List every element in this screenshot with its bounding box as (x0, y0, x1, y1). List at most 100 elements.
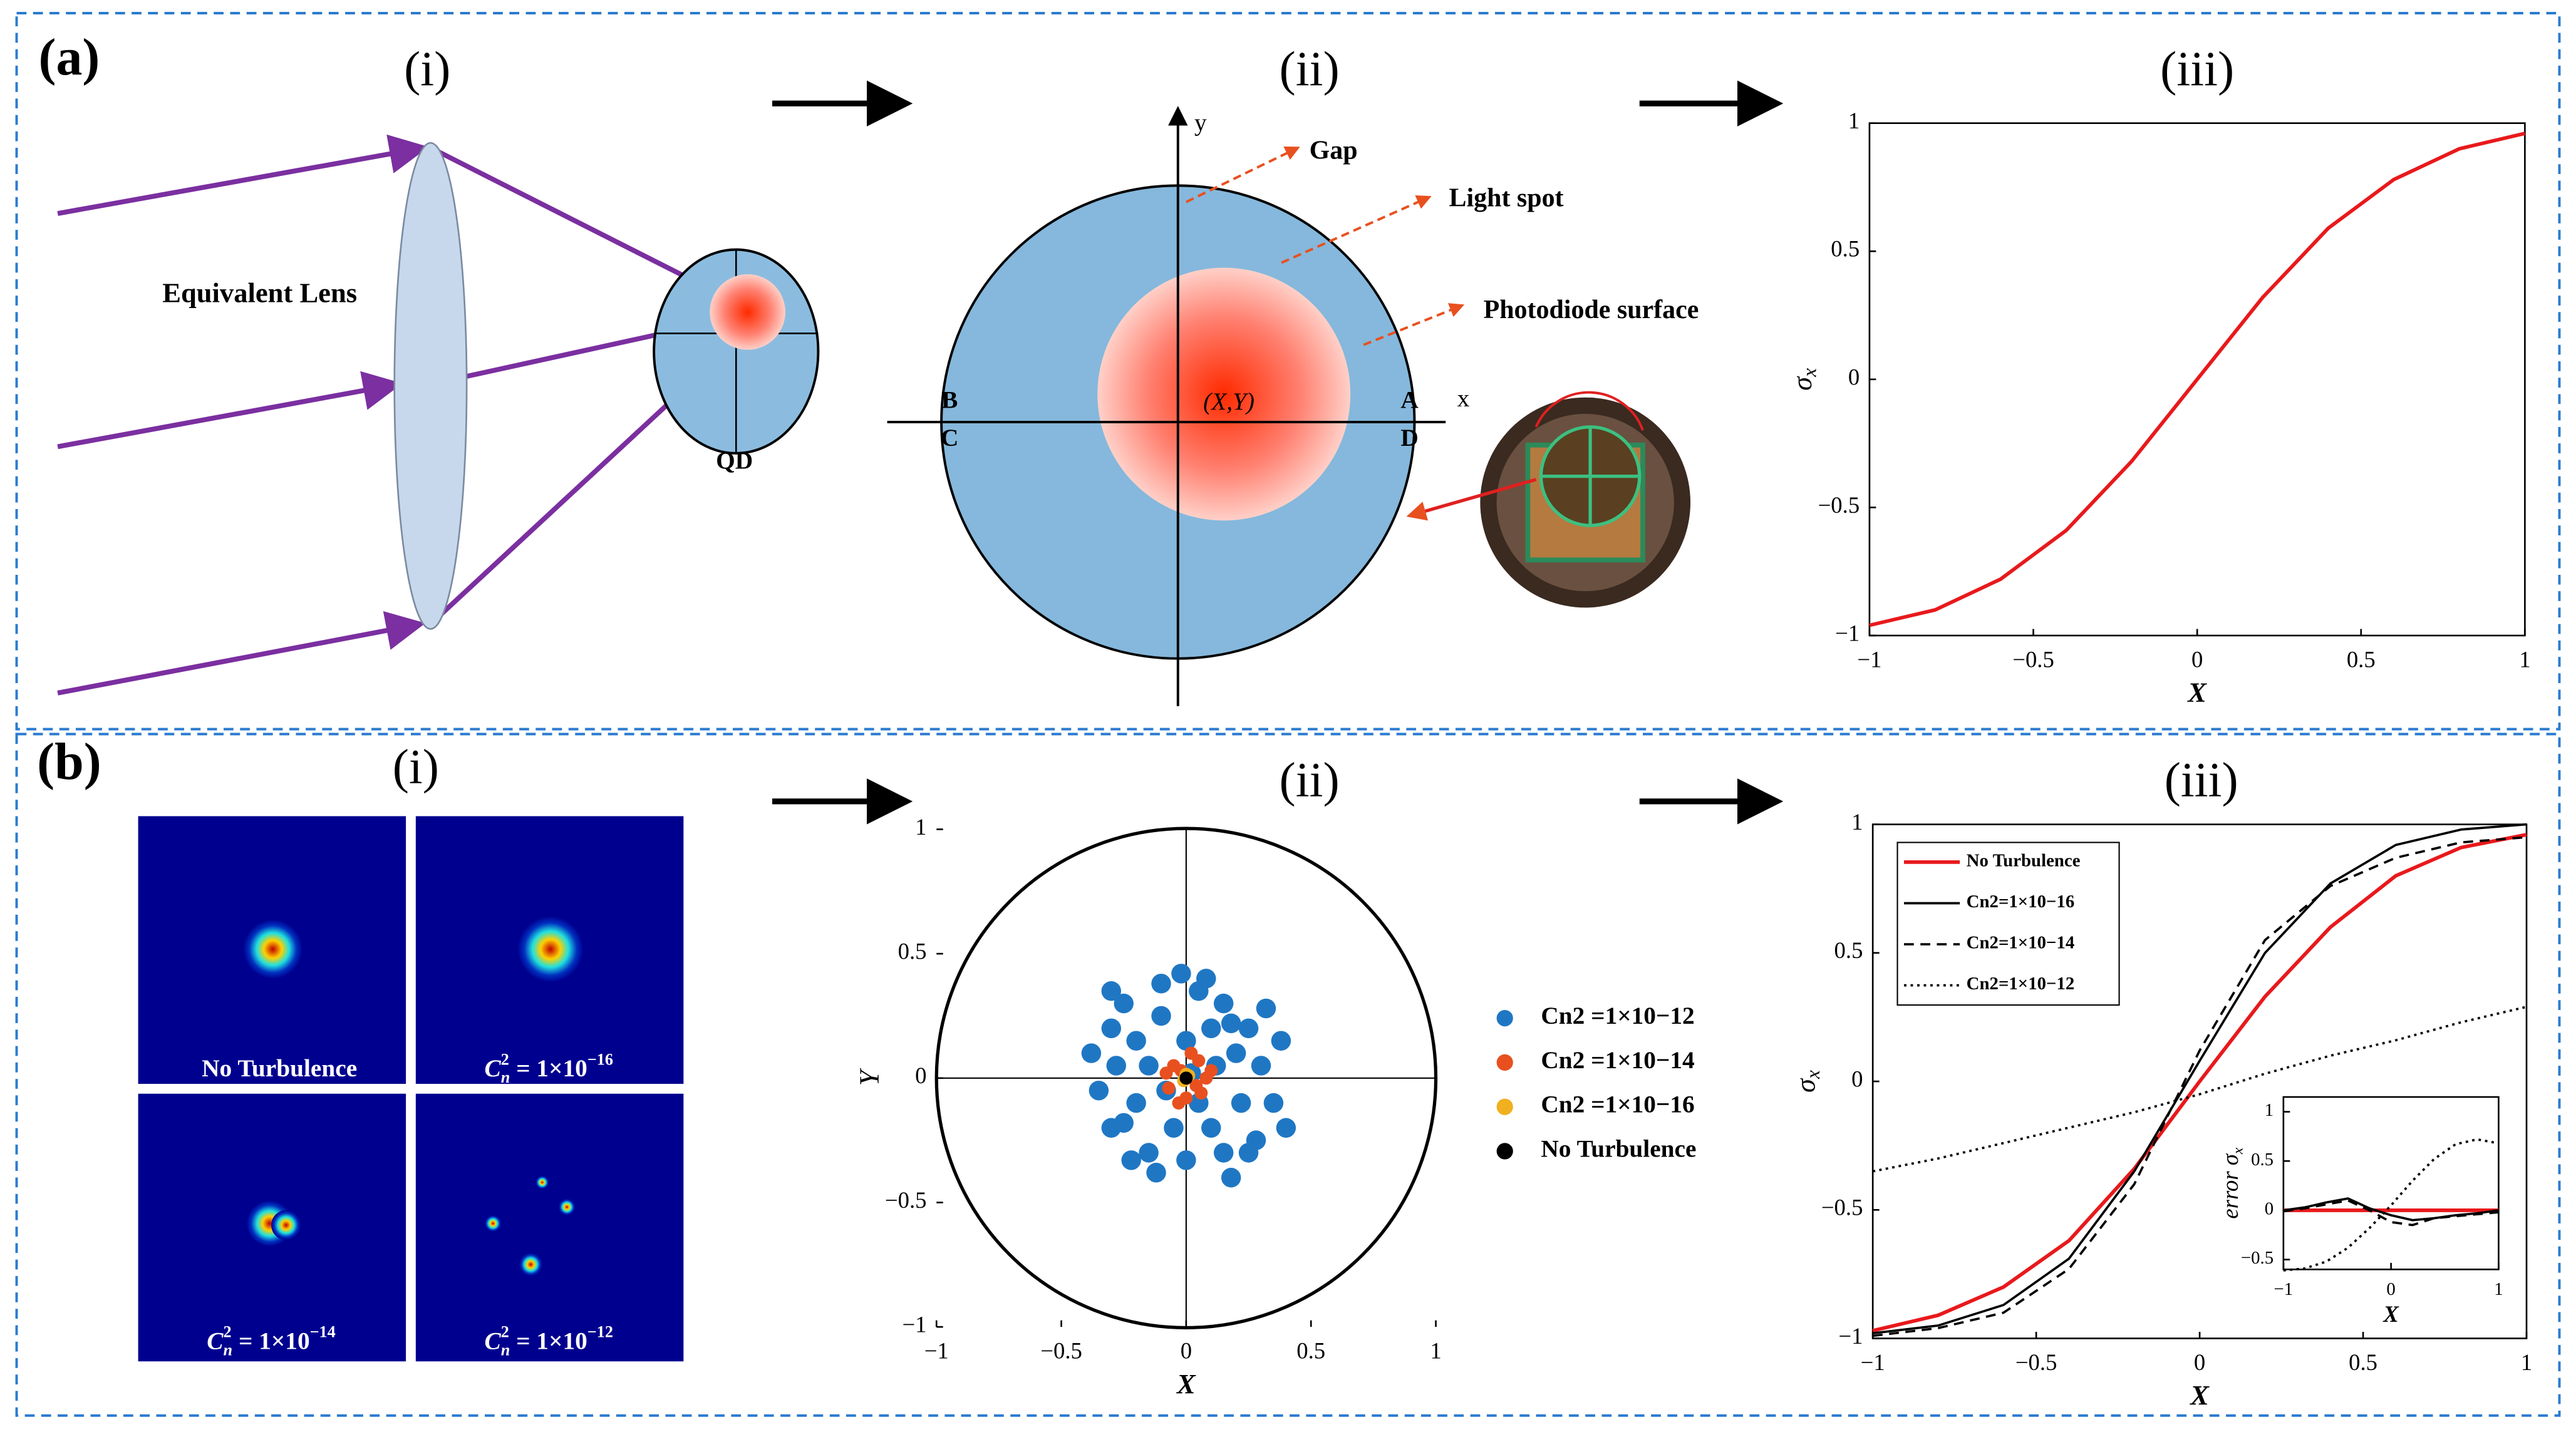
y-tick-label: −0.5 (1818, 492, 1860, 518)
x-axis-label: X (2382, 1301, 2399, 1327)
x-tick-label: −1 (1861, 1349, 1885, 1375)
image-label: No Turbulence (202, 1054, 357, 1082)
x-tick-label: 1 (2494, 1279, 2503, 1299)
x-tick-label: 1 (1430, 1338, 1441, 1364)
axis-label: y (1194, 108, 1207, 136)
point (1106, 1056, 1127, 1076)
point (1172, 1096, 1186, 1110)
point (1114, 1113, 1134, 1133)
point (1159, 1066, 1173, 1080)
arrows (772, 80, 1784, 825)
point (1204, 1064, 1218, 1078)
legend-label: Cn2=1×10−12 (1967, 974, 2075, 994)
quadrant: D (1400, 424, 1418, 451)
point (1184, 1046, 1198, 1060)
y-tick-label: 0.5 (1831, 236, 1860, 262)
point (1139, 1143, 1159, 1163)
y-tick-label: −1 (1838, 1323, 1863, 1349)
superscript: −16 (587, 1050, 613, 1068)
y-tick-label: 0 (1848, 364, 1860, 389)
point (1196, 969, 1216, 989)
superscript: −14 (310, 1323, 336, 1341)
y-tick-label: 1 (2265, 1100, 2273, 1120)
line (1872, 1006, 2527, 1173)
point (1176, 1150, 1196, 1170)
point (1146, 1163, 1166, 1183)
text: = 1×10 (510, 1054, 587, 1082)
point (1121, 1150, 1141, 1170)
point (1189, 1079, 1203, 1093)
panel-title: (ii) (1280, 753, 1340, 808)
line (1872, 836, 2527, 1337)
legend-box (1896, 842, 2120, 1006)
point (1256, 998, 1276, 1019)
photo-pointer (1406, 478, 1537, 521)
superscript: 2 (501, 1323, 509, 1341)
point (1201, 1118, 1221, 1138)
y-label-text: σ (1790, 1078, 1821, 1093)
subscript: n (224, 1341, 233, 1359)
symbol: C (485, 1054, 502, 1082)
point (1101, 1018, 1122, 1039)
point (1089, 1080, 1109, 1101)
legend-marker (1496, 1054, 1513, 1071)
legend-label: Cn2=1×10−14 (1967, 933, 2075, 953)
photo (1480, 391, 1691, 608)
legend-label: Cn2 =1×10−16 (1541, 1091, 1694, 1118)
point (1114, 993, 1134, 1014)
y-label-text: error σ (2218, 1153, 2243, 1218)
panel-title: (i) (393, 740, 439, 795)
qd-spot (710, 274, 785, 350)
point (1081, 1043, 1102, 1063)
y-tick-label: 0 (2265, 1199, 2273, 1219)
x-tick-label: 1 (2521, 1349, 2532, 1375)
line (2283, 1199, 2499, 1227)
spot-label: Light spot (1449, 184, 1564, 213)
gap-label: Gap (1310, 137, 1358, 165)
point (1126, 1093, 1146, 1113)
symbol: C (207, 1327, 224, 1354)
subscript: n (501, 1341, 510, 1359)
image-label: C2 n = 1×10−16 (485, 1050, 613, 1086)
y-label-sub: x (2230, 1147, 2247, 1155)
point (1179, 1071, 1193, 1085)
x-tick-label: 0.5 (2349, 1349, 2377, 1375)
superscript: 2 (501, 1050, 509, 1068)
quadrant-labels: B C A D (941, 386, 1419, 451)
line (1872, 833, 2527, 1332)
legend-label: Cn2 =1×10−12 (1541, 1002, 1694, 1029)
x-tick-label: 0.5 (2347, 646, 2376, 672)
x-tick-label: −0.5 (1040, 1338, 1082, 1364)
y-tick-label: 0 (1851, 1066, 1863, 1091)
x-tick-label: 0 (2191, 646, 2203, 672)
point (1151, 1006, 1171, 1026)
point (1226, 1043, 1246, 1063)
chart-title: (iii) (2160, 42, 2234, 96)
y-tick-label: −0.5 (1821, 1195, 1863, 1220)
x-axis-label: X (2189, 1379, 2210, 1411)
legend-label: Cn2=1×10−16 (1967, 892, 2075, 912)
center-label: (X,Y) (1203, 388, 1254, 415)
x-axis-label: X (1176, 1368, 1196, 1399)
text: = 1×10 (510, 1327, 587, 1354)
y-label-sub: x (1799, 368, 1821, 378)
point (1171, 964, 1191, 984)
plot-box (2282, 1096, 2500, 1270)
quadrant: A (1400, 386, 1419, 414)
frames (15, 12, 2561, 1417)
point (1213, 1143, 1234, 1163)
x-tick-label: 0 (2194, 1349, 2205, 1375)
legend-marker (1496, 1009, 1513, 1027)
x-tick-label: −0.5 (2015, 1349, 2057, 1375)
panel-title: (i) (404, 42, 450, 96)
line (1869, 131, 2526, 627)
beam-images (138, 816, 684, 1362)
x-tick-label: −1 (1857, 646, 1881, 672)
axis-label: x (1457, 384, 1470, 412)
y-tick-label: 1 (1851, 809, 1863, 835)
symbol: C (485, 1327, 502, 1354)
y-label-sub: x (1802, 1070, 1824, 1079)
y-axis-label: σx (1786, 368, 1820, 391)
